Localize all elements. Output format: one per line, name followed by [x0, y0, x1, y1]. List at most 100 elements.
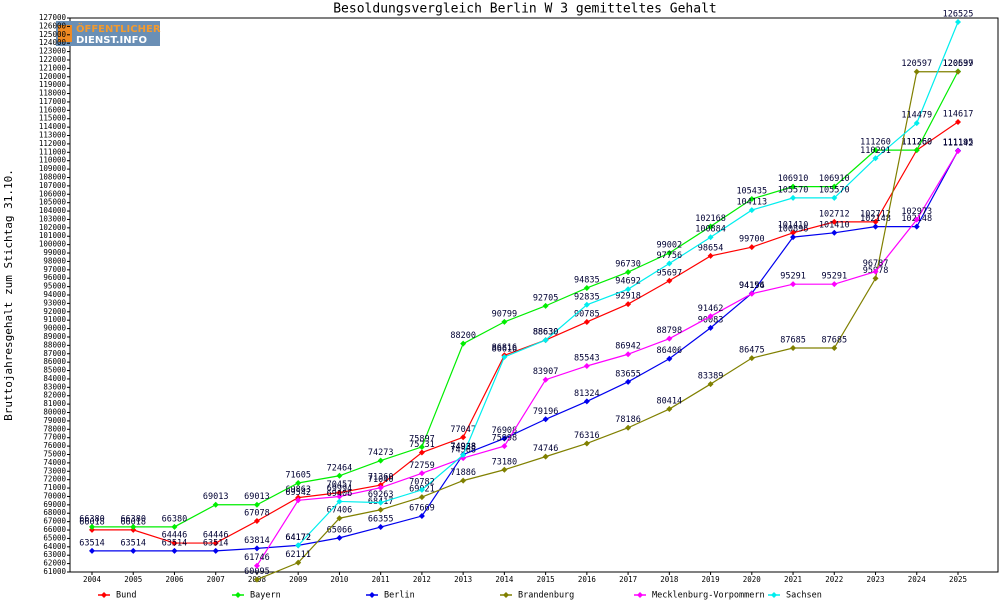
point-marker [89, 526, 95, 533]
y-tick-label: 86000 [43, 357, 66, 366]
data-label: 94194 [739, 281, 765, 291]
data-label: 96787 [863, 259, 889, 269]
data-label: 64172 [285, 533, 311, 543]
point-marker [625, 286, 632, 293]
x-tick-label: 2006 [165, 575, 184, 584]
point-marker [583, 318, 590, 325]
point-marker [748, 355, 755, 362]
series-line [92, 71, 959, 528]
point-marker [130, 526, 137, 533]
data-label: 75897 [409, 434, 435, 444]
point-marker [748, 196, 755, 203]
data-label: 114479 [901, 111, 932, 121]
data-label: 63514 [120, 538, 146, 548]
logo-text: ÖFFENTLICHER [76, 21, 161, 35]
point-marker [542, 453, 549, 460]
y-tick-label: 123000 [39, 47, 67, 56]
y-tick-label: 99000 [43, 248, 66, 257]
point-marker [418, 494, 425, 501]
data-label: 105570 [819, 185, 850, 195]
data-label: 86942 [615, 342, 641, 352]
x-tick-label: 2016 [578, 575, 597, 584]
data-label: 64172 [285, 533, 311, 543]
y-tick-label: 80000 [43, 408, 66, 417]
data-label: 62111 [285, 550, 311, 560]
point-marker [336, 498, 343, 505]
data-label: 114617 [943, 109, 974, 119]
point-marker [913, 216, 920, 223]
point-marker [831, 229, 838, 236]
y-tick-label: 125000 [39, 30, 67, 39]
y-tick-label: 84000 [43, 374, 66, 383]
x-tick-label: 2007 [207, 575, 225, 584]
point-marker [583, 398, 590, 405]
series-line [256, 150, 959, 567]
logo-icon [58, 25, 72, 42]
data-label: 76316 [574, 431, 600, 441]
point-marker [583, 362, 590, 369]
x-tick-label: 2018 [660, 575, 679, 584]
data-label: 111260 [901, 138, 932, 148]
y-tick-label: 83000 [43, 382, 66, 391]
point-marker [625, 269, 632, 276]
point-marker [336, 534, 343, 541]
data-label: 88630 [533, 328, 559, 338]
data-label: 106910 [819, 174, 850, 184]
x-tick-label: 2014 [495, 575, 514, 584]
point-marker [872, 268, 879, 275]
point-marker [583, 301, 590, 308]
data-label: 87685 [821, 336, 847, 346]
y-tick-label: 61000 [43, 567, 66, 576]
point-marker [583, 440, 590, 447]
data-label: 99700 [739, 235, 765, 245]
data-label: 83655 [615, 369, 641, 379]
data-label: 86816 [492, 343, 518, 353]
y-tick-label: 71000 [43, 483, 66, 492]
y-tick-label: 121000 [39, 63, 67, 72]
legend-label: Berlin [384, 591, 415, 600]
data-label: 120639 [943, 59, 974, 69]
y-tick-label: 76000 [43, 441, 66, 450]
data-label: 111260 [901, 138, 932, 148]
data-label: 95697 [657, 268, 683, 278]
point-marker [377, 499, 384, 506]
y-tick-label: 107000 [39, 181, 67, 190]
data-label: 70782 [409, 477, 435, 487]
y-tick-label: 96000 [43, 273, 66, 282]
data-label: 77047 [450, 425, 476, 435]
point-marker [748, 244, 755, 251]
data-label: 80414 [657, 397, 683, 407]
point-marker [913, 147, 920, 154]
data-label: 126525 [943, 9, 974, 19]
point-marker [583, 284, 590, 291]
y-tick-label: 65000 [43, 533, 66, 542]
data-label: 81324 [574, 389, 600, 399]
x-tick-label: 2025 [949, 575, 967, 584]
legend-label: Mecklenburg-Vorpommern [652, 591, 765, 600]
data-label: 111260 [860, 138, 891, 148]
data-label: 100884 [695, 225, 726, 235]
point-marker [790, 234, 797, 241]
point-marker [542, 416, 549, 423]
point-marker [790, 183, 797, 190]
point-marker [501, 466, 508, 473]
point-marker [542, 302, 549, 309]
point-marker [666, 355, 673, 362]
data-label: 75998 [492, 434, 518, 444]
legend-label: Bayern [250, 591, 281, 600]
x-tick-label: 2009 [289, 575, 307, 584]
data-label: 66018 [79, 517, 105, 527]
point-marker [418, 443, 425, 450]
point-marker [295, 542, 302, 549]
data-label: 67406 [327, 506, 353, 516]
x-tick-label: 2024 [908, 575, 927, 584]
point-marker [790, 345, 797, 352]
x-tick-label: 2004 [83, 575, 102, 584]
data-label: 72759 [409, 461, 435, 471]
data-label: 86475 [739, 346, 765, 356]
data-label: 66380 [120, 514, 146, 524]
point-marker [418, 449, 425, 456]
y-tick-label: 89000 [43, 332, 66, 341]
point-marker [460, 452, 467, 459]
point-marker [831, 218, 838, 225]
